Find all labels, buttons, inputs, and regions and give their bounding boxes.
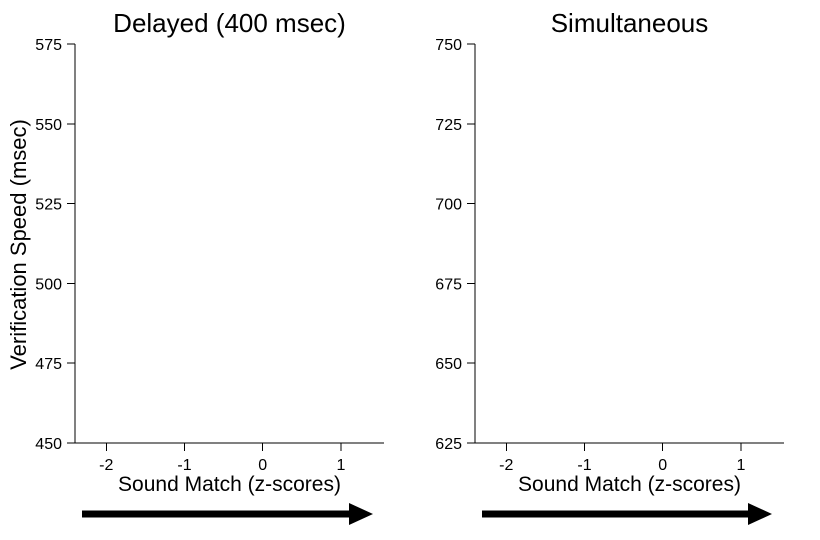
y-tick-label: 625 [435, 436, 462, 453]
panel-simultaneous: 625 650 675 700 725 750 -2 -1 0 1 Simultaneous Soun… [435, 8, 784, 525]
direction-arrow-head [748, 503, 772, 525]
x-axis-label: Sound Match (z-scores) [118, 473, 341, 496]
x-tick-label: -1 [577, 457, 591, 474]
y-tick-label: 450 [35, 436, 62, 453]
y-tick-label: 525 [35, 197, 62, 214]
y-tick-label: 500 [35, 276, 62, 293]
x-tick-label: -2 [99, 457, 113, 474]
x-tick-label: 0 [258, 457, 267, 474]
y-tick-label: 700 [435, 197, 462, 214]
chart-title: Delayed (400 msec) [113, 8, 346, 38]
y-tick-label: 475 [35, 356, 62, 373]
x-axis-label: Sound Match (z-scores) [518, 473, 741, 496]
y-tick-label: 575 [35, 37, 62, 54]
y-tick-label: 650 [435, 356, 462, 373]
x-tick-label: -1 [177, 457, 191, 474]
y-tick-label: 750 [435, 37, 462, 54]
y-tick-label: 675 [435, 276, 462, 293]
direction-arrow-head [349, 503, 373, 525]
x-tick-label: 0 [658, 457, 667, 474]
y-tick-label: 725 [435, 117, 462, 134]
x-tick-label: -2 [499, 457, 513, 474]
x-tick-label: 1 [737, 457, 746, 474]
chart-title: Simultaneous [551, 8, 709, 38]
y-tick-label: 550 [35, 117, 62, 134]
panel-delayed: 450 475 500 525 550 575 -2 -1 0 1 Delayed (400 mse… [6, 8, 384, 525]
x-tick-label: 1 [337, 457, 346, 474]
y-axis-label: Verification Speed (msec) [6, 119, 31, 370]
